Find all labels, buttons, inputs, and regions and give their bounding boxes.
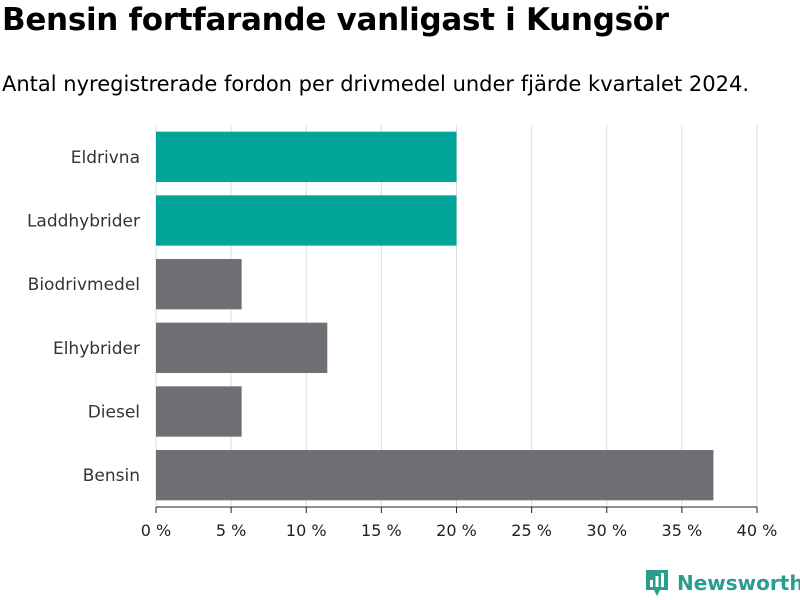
x-tick-label: 20 % <box>436 521 477 540</box>
bar-biodrivmedel <box>156 259 242 310</box>
x-tick-label: 0 % <box>141 521 171 540</box>
category-label: Biodrivmedel <box>28 275 140 295</box>
category-label: Diesel <box>88 403 140 423</box>
category-label: Eldrivna <box>71 148 140 168</box>
x-tick-label: 40 % <box>737 521 778 540</box>
x-tick-label: 30 % <box>586 521 627 540</box>
category-label: Laddhybrider <box>27 212 140 232</box>
category-label: Elhybrider <box>53 339 140 359</box>
chart-subtitle: Antal nyregistrerade fordon per drivmede… <box>2 72 750 96</box>
bar-bensin <box>156 450 714 501</box>
brand-name: Newsworthy <box>677 571 800 595</box>
bar-chart: Eldrivna Laddhybrider Biodrivmedel Elhybrid… <box>27 125 778 540</box>
x-tick-label: 5 % <box>216 521 246 540</box>
x-tick-label: 35 % <box>662 521 703 540</box>
x-tick-label: 10 % <box>286 521 327 540</box>
x-tick-label: 25 % <box>511 521 552 540</box>
bar-diesel <box>156 386 242 437</box>
bar-laddhybrider <box>156 195 457 246</box>
x-tick-label: 15 % <box>361 521 402 540</box>
bar-chart-icon <box>646 570 668 596</box>
category-label: Bensin <box>83 466 140 486</box>
bar-eldrivna <box>156 131 457 182</box>
chart-title: Bensin fortfarande vanligast i Kungsör <box>2 2 669 38</box>
bar-elhybrider <box>156 322 328 373</box>
newsworthy-logo: Newsworthy <box>644 568 800 598</box>
